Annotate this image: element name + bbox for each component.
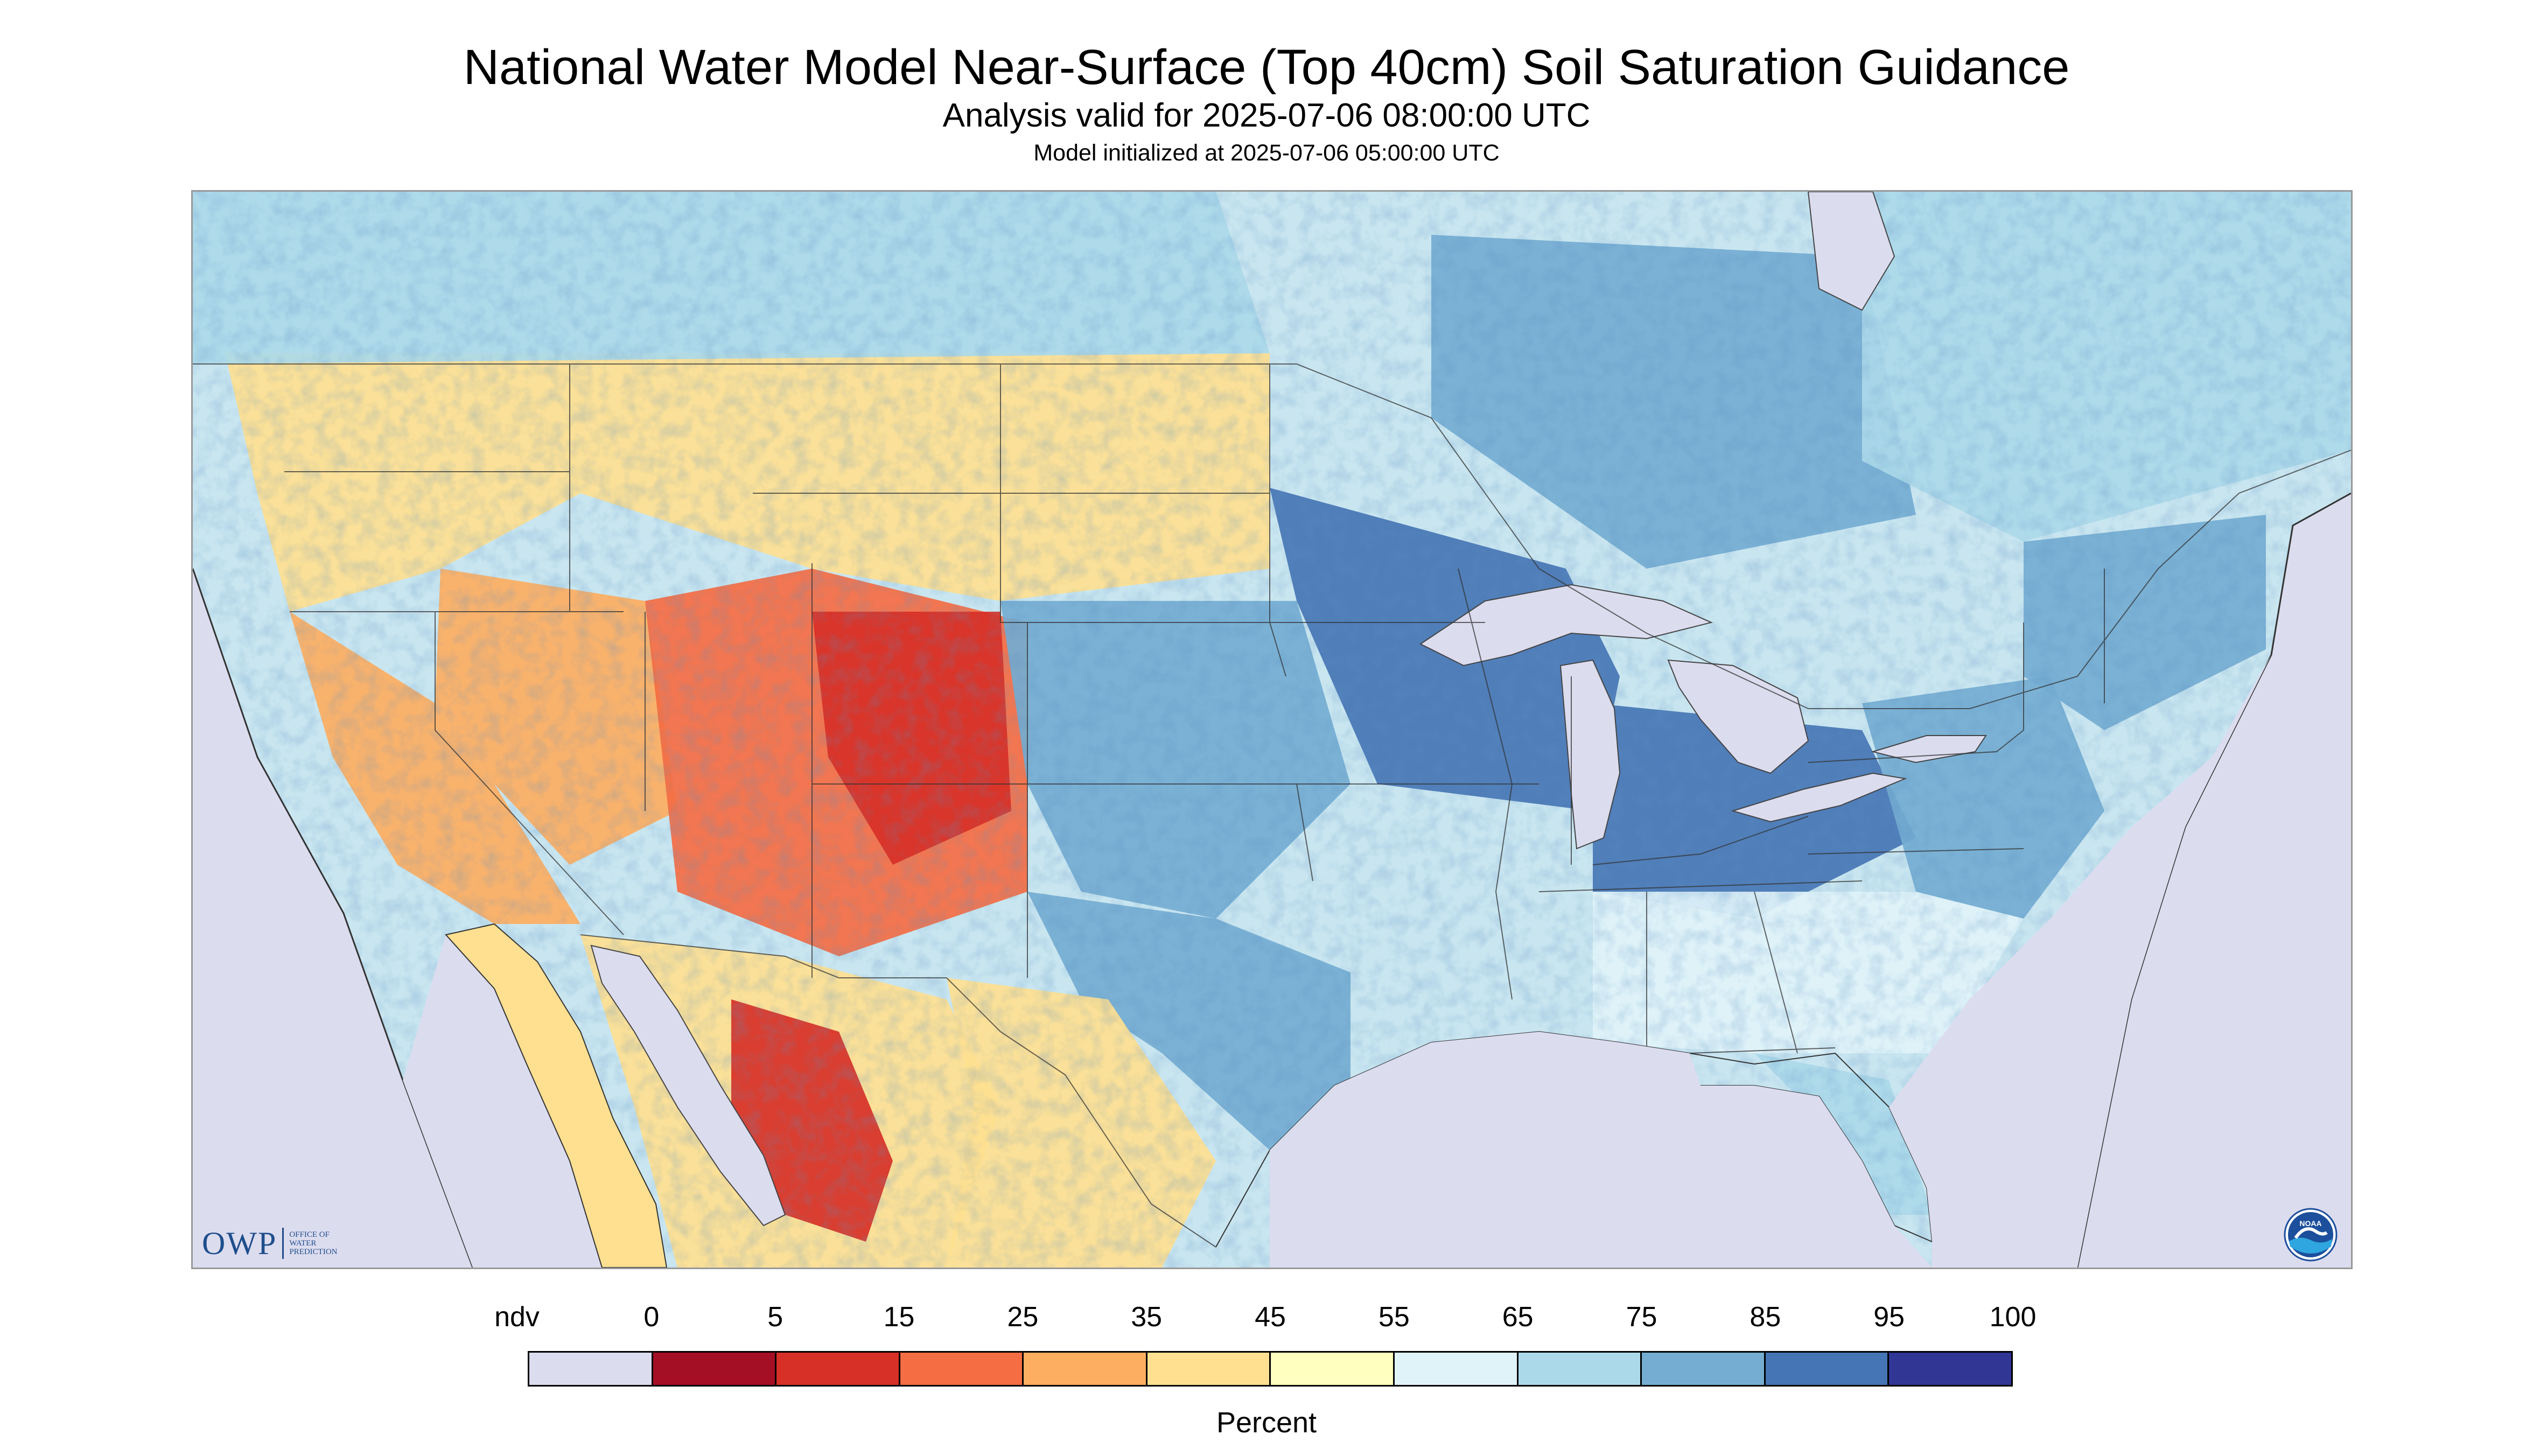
political-borders [193,363,2351,1248]
soil-saturation-map [193,192,2351,1268]
legend-tick-label: 45 [1255,1301,1286,1333]
legend-tick-label: 95 [1873,1301,1905,1333]
owp-word-1: OFFICE OF [289,1230,330,1239]
hudson-bay-edge [1807,192,1895,311]
lake-ontario [1871,735,1987,764]
owp-word-3: PREDICTION [289,1248,338,1256]
legend-tick-label: 65 [1502,1301,1534,1333]
border-pa-ny [1808,730,2024,763]
analysis-valid-time: Analysis valid for 2025-07-06 08:00:00 U… [942,97,1591,134]
legend-swatch [1518,1353,1642,1385]
legend-tick-label: 25 [1007,1301,1039,1333]
legend-swatch [1765,1353,1890,1385]
legend-swatch [776,1353,900,1385]
baja-peninsula [445,923,668,1268]
border-oh-ky [1592,816,1809,865]
legend-tick-label: 15 [883,1301,915,1333]
noaa-logo: NOAA [2284,1208,2338,1262]
owp-logo-rule [282,1228,284,1259]
legend-units: Percent [1216,1406,1317,1439]
border-tn-ga [1538,880,1863,892]
border-new-england [2023,569,2105,730]
legend-tick-label: 0 [643,1301,660,1333]
atlantic-ocean [1889,655,2271,1268]
border-al-ga [1646,891,1798,1054]
legend-swatch [653,1353,777,1385]
owp-word-2: WATER [289,1239,317,1248]
lake-superior [1419,584,1713,667]
legend-tick-label: 75 [1626,1301,1657,1333]
gulf-of-california [590,944,786,1227]
model-init-time: Model initialized at 2025-07-06 05:00:00… [1033,140,1500,166]
us-canada-border [193,363,2351,709]
legend-tick-label: 35 [1131,1301,1163,1333]
legend-tick-label: 85 [1750,1301,1781,1333]
border-va-nc [1808,848,2024,855]
border-mississippi [1458,568,1513,1000]
legend-swatch [1642,1353,1766,1385]
lake-huron [1667,659,1809,774]
border-fl [1689,1047,1836,1054]
legend-swatch [529,1353,653,1385]
border-dakotas [1000,364,1270,622]
owp-logo: OWP OFFICE OF WATER PREDICTION [202,1226,338,1261]
gulf-of-mexico [1270,1032,1932,1268]
page-title: National Water Model Near-Surface (Top 4… [463,40,2070,95]
legend-tick-label: 5 [767,1301,783,1333]
baja-pacific [403,935,602,1268]
legend-swatch [1024,1353,1147,1385]
map-panel: OWP OFFICE OF WATER PREDICTION NOAA [191,190,2353,1269]
legend-swatch [1147,1353,1271,1385]
legend-swatch [900,1353,1024,1385]
lake-erie [1731,772,1907,823]
border-ca-nv [435,612,624,935]
lake-michigan [1559,659,1621,850]
owp-logo-letters: OWP [202,1225,277,1261]
owp-logo-words: OFFICE OF WATER PREDICTION [289,1230,337,1256]
legend-tick-label: 100 [1989,1301,2037,1333]
legend-swatch [1889,1353,2011,1385]
legend-tick-label: 55 [1378,1301,1410,1333]
legend-swatch [1271,1353,1395,1385]
legend-tick-label: ndv [494,1301,540,1333]
legend-swatch [1395,1353,1519,1385]
border-mn-ia [1269,364,1485,623]
colorbar [528,1351,2013,1387]
us-mexico-border [580,934,1216,1248]
great-lakes [1419,192,1987,850]
land-area [193,192,2351,1268]
noaa-logo-text: NOAA [2299,1219,2321,1228]
